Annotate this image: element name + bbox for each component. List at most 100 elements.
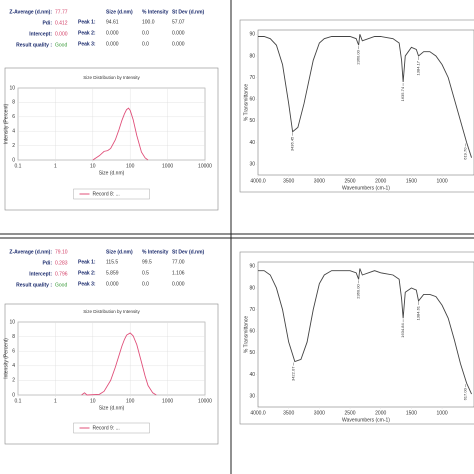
legend-label: Record 9: ...	[93, 425, 120, 431]
x-tick-label: 1	[54, 163, 57, 169]
field-value: 77.77	[55, 9, 68, 15]
y-tick-label: 50	[249, 350, 255, 356]
table-cell: 77.00	[172, 259, 185, 265]
field-value: 79.10	[55, 249, 68, 255]
row-label: Peak 1:	[78, 19, 96, 25]
legend-label: Record 8: ...	[93, 191, 120, 197]
x-tick-label: 3000	[314, 410, 325, 416]
annotation: 1634.84	[400, 323, 405, 338]
y-tick-label: 70	[249, 75, 255, 81]
row-label: Peak 3:	[78, 41, 96, 47]
table-cell: 115.5	[106, 259, 118, 265]
field-value: Good	[55, 282, 67, 288]
x-tick-label: 100	[126, 163, 135, 169]
y-tick-label: 90	[249, 32, 255, 38]
y-tick-label: 4	[12, 129, 15, 135]
x-tick-label: 1000	[437, 178, 448, 184]
table-cell: 1.106	[172, 270, 185, 276]
x-tick-label: 1500	[406, 410, 417, 416]
table-header: St Dev (d.nm)	[172, 249, 205, 255]
field-value: 0.283	[55, 260, 68, 266]
x-tick-label: 0.1	[15, 163, 22, 169]
annotation: 617.00	[463, 387, 468, 400]
chart-frame	[4, 303, 219, 445]
row-label: Peak 2:	[78, 270, 96, 276]
x-tick-label: 2000	[375, 178, 386, 184]
x-axis-label: Wavenumbers (cm-1)	[342, 417, 390, 423]
y-tick-label: 0	[12, 392, 15, 398]
plot-area	[257, 29, 474, 176]
table-header: Size (d.nm)	[106, 9, 133, 15]
table-cell: 0.0	[142, 30, 149, 36]
y-tick-label: 40	[249, 140, 255, 146]
x-tick-label: 1000	[162, 163, 173, 169]
y-tick-label: 4	[12, 363, 15, 369]
row-label: Peak 3:	[78, 281, 96, 287]
x-tick-label: 10	[90, 163, 96, 169]
table-cell: 100.0	[142, 19, 155, 25]
y-axis-label: % Transmittance	[243, 84, 249, 121]
y-tick-label: 8	[12, 100, 15, 106]
table-cell: 94.61	[106, 19, 119, 25]
row-label: Peak 2:	[78, 30, 96, 36]
annotation: 3422.07	[291, 366, 296, 381]
annotation: 2360.00	[356, 49, 361, 64]
plot-area	[257, 261, 474, 408]
x-tick-label: 4000.0	[250, 178, 266, 184]
field-value: 0.000	[55, 31, 68, 37]
field-label: Intercept:	[29, 271, 52, 277]
x-tick-label: 3000	[314, 178, 325, 184]
y-axis-label: % Transmittance	[243, 316, 249, 353]
x-tick-label: 4000.0	[250, 410, 266, 416]
table-header: Size (d.nm)	[106, 249, 133, 255]
table-cell: 0.000	[172, 41, 185, 47]
field-label: Z-Average (d.nm):	[9, 9, 52, 15]
table-cell: 57.07	[172, 19, 185, 25]
field-label: Pdi:	[43, 260, 53, 266]
table-cell: 0.000	[172, 281, 185, 287]
data-line	[81, 332, 157, 396]
x-tick-label: 2500	[344, 410, 355, 416]
table-cell: 0.5	[142, 270, 149, 276]
x-tick-label: 2500	[344, 178, 355, 184]
table-cell: 0.000	[106, 281, 119, 287]
y-tick-label: 6	[12, 349, 15, 355]
field-label: Intercept:	[29, 31, 52, 37]
field-value: 0.412	[55, 20, 68, 26]
y-tick-label: 80	[249, 53, 255, 59]
y-axis-label: Intensity (Percent)	[3, 338, 9, 379]
field-label: Z-Average (d.nm):	[9, 249, 52, 255]
annotation: 3436.45	[290, 136, 295, 151]
field-label: Result quality :	[16, 282, 52, 288]
x-axis-label: Size (d.nm)	[99, 170, 125, 176]
field-label: Result quality :	[16, 42, 52, 48]
chart-title: Size Distribution by Intensity	[83, 309, 140, 314]
field-value: 0.796	[55, 271, 68, 277]
y-tick-label: 50	[249, 118, 255, 124]
row-label: Peak 1:	[78, 259, 96, 265]
annotation: 1384.17	[416, 60, 421, 75]
y-tick-label: 2	[12, 378, 15, 384]
x-tick-label: 1	[54, 398, 57, 404]
y-tick-label: 80	[249, 285, 255, 291]
table-header: % Intensity	[142, 9, 169, 15]
table-cell: 0.000	[106, 30, 119, 36]
annotation: 1635.74	[400, 86, 405, 101]
data-line	[258, 268, 472, 395]
x-tick-label: 3500	[283, 178, 294, 184]
y-tick-label: 0	[12, 157, 15, 163]
annotation: 1384.61	[416, 305, 421, 320]
field-value: Good	[55, 42, 67, 48]
x-tick-label: 1000	[437, 410, 448, 416]
y-axis-label: Intensity (Percent)	[3, 103, 9, 144]
x-tick-label: 1000	[162, 398, 173, 404]
y-tick-label: 2	[12, 143, 15, 149]
y-tick-label: 40	[249, 372, 255, 378]
x-axis-label: Wavenumbers (cm-1)	[342, 185, 390, 191]
data-line	[258, 34, 472, 158]
legend-box	[73, 188, 150, 200]
table-cell: 5.859	[106, 270, 119, 276]
x-tick-label: 3500	[283, 410, 294, 416]
x-tick-label: 0.1	[15, 398, 22, 404]
